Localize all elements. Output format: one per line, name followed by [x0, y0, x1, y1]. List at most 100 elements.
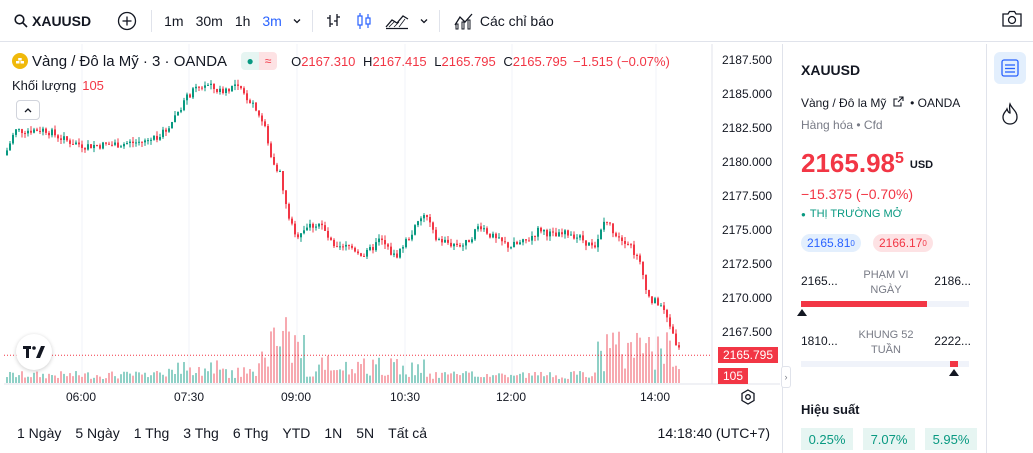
range-button[interactable]: YTD: [282, 425, 311, 441]
interval-3m[interactable]: 3m: [262, 12, 282, 29]
volume-bar: [237, 367, 239, 383]
volume-bar: [213, 373, 215, 383]
price-chart[interactable]: [4, 44, 780, 410]
range-button[interactable]: 6 Thg: [232, 425, 269, 441]
interval-30m[interactable]: 30m: [195, 12, 223, 29]
range-button[interactable]: 5N: [356, 425, 375, 441]
volume-bar: [456, 374, 458, 383]
symbol-search-button[interactable]: XAUUSD: [0, 6, 99, 36]
compare-button[interactable]: [109, 6, 145, 36]
perf-chip[interactable]: 7.07%: [863, 428, 915, 450]
area-style-button[interactable]: [379, 6, 415, 36]
volume-bar: [453, 371, 455, 383]
chart-area[interactable]: Vàng / Đô la Mỹ · 3 · OANDA ● ≈ O2167.31…: [4, 44, 780, 410]
candle: [408, 239, 410, 241]
volume-bar: [21, 371, 23, 383]
candle: [222, 88, 224, 93]
bar-style-button[interactable]: [319, 6, 349, 36]
volume-bar: [531, 375, 533, 383]
ask-price[interactable]: 2166.17 0: [873, 234, 933, 252]
volume-bar: [210, 362, 212, 383]
candle: [321, 223, 323, 226]
volume-bar: [426, 376, 428, 383]
volume-bar: [630, 342, 632, 383]
candle: [489, 233, 491, 238]
range-button[interactable]: 5 Ngày: [75, 425, 120, 441]
hotlists-button[interactable]: [994, 98, 1026, 130]
range-button[interactable]: 3 Thg: [183, 425, 219, 441]
tradingview-logo-icon: [23, 346, 45, 358]
time-tick-label: 09:00: [281, 390, 312, 404]
candle: [66, 136, 68, 141]
settings-icon: [741, 389, 755, 405]
candle: [45, 128, 47, 133]
volume-bar: [624, 368, 626, 383]
volume-bar: [576, 374, 578, 383]
volume-bar: [24, 377, 26, 383]
volume-bar: [339, 369, 341, 383]
volume-bar: [63, 373, 65, 383]
volume-bar: [102, 378, 104, 383]
ask-sup: 0: [922, 238, 927, 248]
candles-style-button[interactable]: [349, 6, 379, 36]
volume-legend[interactable]: Khối lượng 105: [12, 78, 104, 93]
interval-1h[interactable]: 1h: [234, 12, 251, 29]
volume-bar: [144, 372, 146, 383]
volume-bar: [228, 377, 230, 383]
clock[interactable]: 14:18:40 (UTC+7): [657, 425, 770, 441]
symbol-description[interactable]: Vàng / Đô la Mỹ: [801, 96, 887, 110]
volume-bar: [147, 377, 149, 383]
volume-bar: [282, 330, 284, 383]
candle: [483, 228, 485, 230]
snapshot-button[interactable]: [1001, 9, 1023, 34]
candle: [312, 223, 314, 228]
range-button[interactable]: 1N: [324, 425, 343, 441]
panel-divider: [782, 44, 783, 453]
tradingview-logo[interactable]: [16, 334, 52, 370]
external-link-icon[interactable]: [893, 96, 904, 107]
bid-price[interactable]: 2165.81 0: [801, 234, 861, 252]
chart-settings-button[interactable]: [740, 389, 756, 410]
volume-bar: [216, 360, 218, 383]
candle: [471, 239, 473, 243]
candle: [528, 240, 530, 242]
volume-bar: [540, 371, 542, 383]
perf-chip[interactable]: 5.95%: [925, 428, 977, 450]
candle: [78, 142, 80, 145]
candle: [234, 84, 236, 86]
volume-bar: [675, 365, 677, 383]
range-button[interactable]: Tất cả: [388, 425, 428, 441]
candle: [495, 233, 497, 239]
watchlist-button[interactable]: [994, 52, 1026, 84]
panel-resize-handle[interactable]: ›: [781, 366, 791, 388]
price-tick-label: 2180.000: [721, 155, 772, 169]
perf-chip[interactable]: 0.25%: [801, 428, 853, 450]
price-tick-label: 2175.000: [721, 223, 772, 237]
chart-type-dropdown[interactable]: [415, 6, 433, 36]
top-toolbar: XAUUSD 1m 30m 1h 3m Các chỉ báo: [0, 0, 1033, 42]
interval-1m[interactable]: 1m: [164, 12, 184, 29]
interval-dropdown[interactable]: [288, 6, 306, 36]
candle: [108, 143, 110, 145]
range-button[interactable]: 1 Ngày: [17, 425, 62, 441]
volume-bar: [678, 369, 680, 383]
candle: [558, 232, 560, 237]
indicators-button[interactable]: Các chỉ báo: [446, 6, 562, 36]
panel-symbol[interactable]: XAUUSD: [801, 62, 861, 78]
candle: [189, 94, 191, 98]
candle: [114, 142, 116, 145]
candle: [165, 129, 167, 132]
candle: [639, 255, 641, 262]
candle: [207, 84, 209, 86]
right-toolbar: [986, 44, 1033, 453]
volume-bar: [57, 377, 59, 383]
market-status-pill[interactable]: ● ≈: [241, 52, 278, 70]
candle: [642, 261, 644, 276]
range-button[interactable]: 1 Thg: [133, 425, 170, 441]
collapse-legend-button[interactable]: [16, 100, 40, 120]
chart-title[interactable]: Vàng / Đô la Mỹ · 3 · OANDA: [32, 52, 228, 70]
candle: [84, 147, 86, 150]
candle: [531, 235, 533, 241]
candle: [498, 237, 500, 239]
candle: [303, 230, 305, 234]
